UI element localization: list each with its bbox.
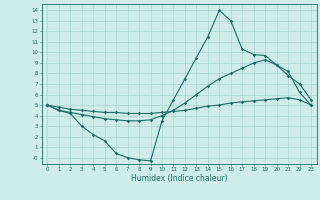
X-axis label: Humidex (Indice chaleur): Humidex (Indice chaleur) [131, 174, 228, 183]
